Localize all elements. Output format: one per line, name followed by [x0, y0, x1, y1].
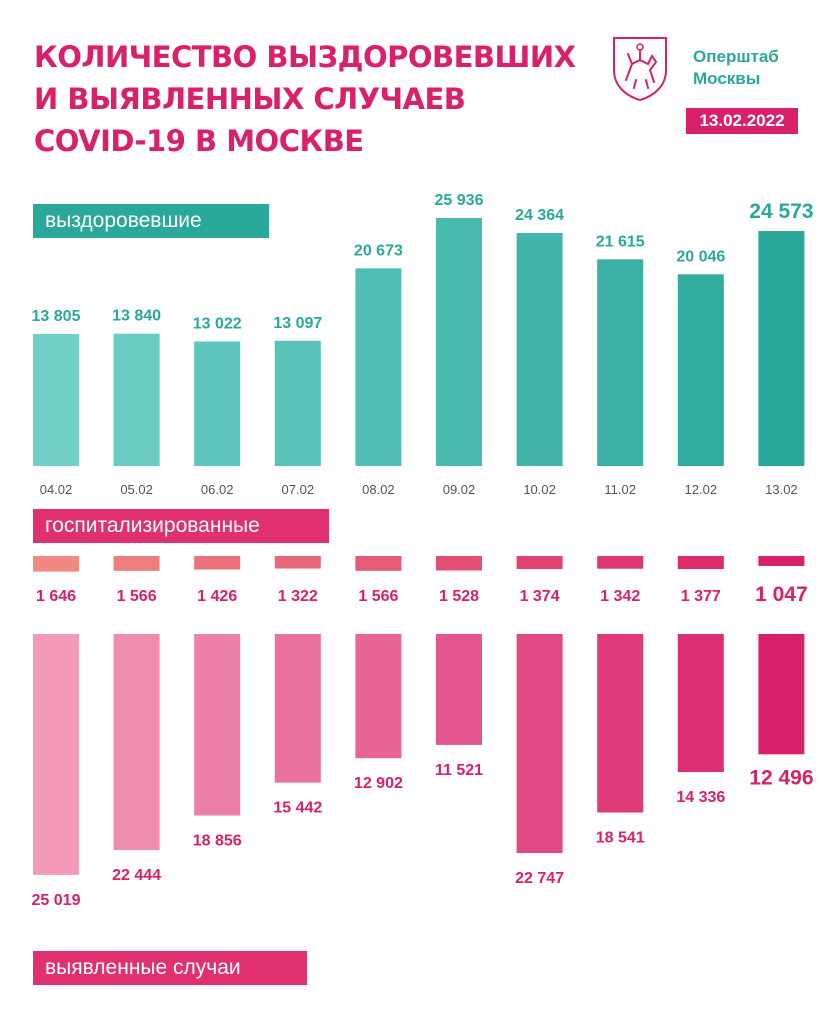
hospitalized-value-label: 1 646	[36, 588, 76, 605]
hospitalized-bar-13.02	[758, 556, 805, 566]
date-badge: 13.02.2022	[686, 108, 798, 134]
recovered-bar-10.02	[516, 233, 563, 466]
x-tick-label: 06.02	[201, 482, 234, 497]
hospitalized-series-label: госпитализированные	[33, 509, 329, 543]
x-tick-label: 09.02	[443, 482, 476, 497]
x-tick-label: 05.02	[120, 482, 153, 497]
recovered-bar-06.02	[194, 341, 241, 466]
cases-bar-10.02	[516, 634, 563, 853]
x-tick-label: 07.02	[282, 482, 315, 497]
x-tick-label: 12.02	[685, 482, 718, 497]
recovered-value-label: 20 046	[676, 248, 725, 265]
hospitalized-bar-05.02	[113, 556, 160, 571]
recovered-value-label: 24 573	[749, 200, 813, 223]
cases-value-label: 18 541	[596, 829, 645, 846]
cases-bar-09.02	[436, 634, 482, 745]
cases-bar-13.02	[758, 634, 805, 755]
cases-bar-12.02	[677, 634, 724, 773]
org-line-2: Москвы	[693, 69, 761, 88]
cases-bar-05.02	[113, 634, 160, 851]
hospitalized-value-label: 1 047	[755, 583, 808, 606]
title-line-3: COVID-19 в Москве	[34, 124, 364, 158]
org-name: Оперштаб Москвы	[693, 46, 779, 90]
org-line-1: Оперштаб	[693, 47, 779, 66]
recovered-bar-08.02	[355, 268, 402, 466]
hospitalized-bar-12.02	[677, 556, 724, 570]
cases-value-label: 22 747	[515, 870, 564, 887]
x-tick-label: 04.02	[40, 482, 73, 497]
cases-value-label: 18 856	[193, 833, 242, 850]
hospitalized-bar-06.02	[194, 556, 241, 570]
recovered-bar-07.02	[274, 340, 321, 466]
recovered-value-label: 25 936	[435, 192, 484, 209]
hospitalized-bar-08.02	[355, 556, 402, 571]
recovered-value-label: 24 364	[515, 207, 564, 224]
recovered-value-label: 13 022	[193, 315, 242, 332]
cases-series-label: выявленные случаи	[33, 951, 307, 985]
recovered-value-label: 13 840	[112, 308, 161, 325]
hospitalized-value-label: 1 377	[681, 588, 721, 605]
cases-bar-11.02	[597, 634, 644, 813]
recovered-value-label: 13 805	[32, 308, 81, 325]
recovered-value-label: 21 615	[596, 233, 645, 250]
cases-value-label: 25 019	[32, 892, 81, 909]
hospitalized-value-label: 1 374	[520, 588, 560, 605]
cases-bar-07.02	[274, 634, 321, 783]
cases-value-label: 12 496	[749, 766, 813, 789]
x-tick-label: 13.02	[765, 482, 798, 497]
recovered-bar-13.02	[758, 231, 805, 466]
x-tick-label: 11.02	[604, 482, 636, 497]
recovered-bar-05.02	[113, 333, 160, 466]
hospitalized-value-label: 1 342	[600, 588, 640, 605]
hospitalized-bar-07.02	[274, 556, 321, 569]
moscow-coat-of-arms-icon	[610, 34, 670, 102]
hospitalized-bar-11.02	[597, 556, 644, 569]
recovered-bar-12.02	[677, 274, 724, 466]
cases-bar-08.02	[355, 634, 402, 759]
title-line-2: и выявленных случаев	[34, 82, 466, 116]
recovered-bar-04.02	[33, 333, 79, 466]
hospitalized-value-label: 1 528	[439, 588, 479, 605]
recovered-value-label: 20 673	[354, 242, 403, 259]
cases-bar-04.02	[33, 634, 79, 875]
cases-value-label: 22 444	[112, 867, 161, 884]
x-tick-label: 10.02	[523, 482, 556, 497]
recovered-bar-11.02	[597, 259, 644, 466]
hospitalized-value-label: 1 426	[197, 588, 237, 605]
recovered-bar-09.02	[436, 217, 482, 466]
cases-value-label: 14 336	[676, 789, 725, 806]
cases-value-label: 15 442	[273, 800, 322, 817]
hospitalized-bar-09.02	[436, 556, 482, 571]
recovered-series-label: выздоровевшие	[33, 204, 269, 238]
hospitalized-bar-10.02	[516, 556, 563, 570]
hospitalized-bar-04.02	[33, 556, 79, 572]
recovered-value-label: 13 097	[273, 315, 322, 332]
cases-value-label: 12 902	[354, 775, 403, 792]
x-tick-label: 08.02	[362, 482, 395, 497]
cases-value-label: 11 521	[435, 762, 483, 779]
hospitalized-value-label: 1 566	[117, 588, 157, 605]
hospitalized-value-label: 1 322	[278, 588, 318, 605]
cases-bar-06.02	[194, 634, 241, 816]
hospitalized-value-label: 1 566	[358, 588, 398, 605]
